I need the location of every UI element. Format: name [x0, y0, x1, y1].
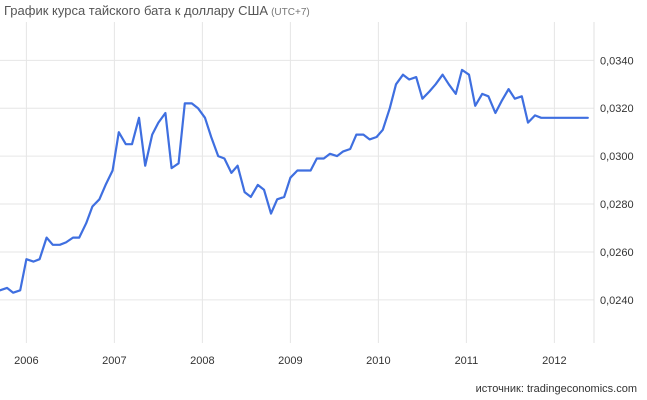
y-tick-label: 0,0300: [600, 151, 634, 163]
x-tick-label: 2010: [366, 355, 390, 367]
source-note: источник: tradingeconomics.com: [475, 383, 637, 395]
axis-ticks: 2006 2007 2008 2009 2010 2011 2012 0,0240 0,0260…: [14, 55, 633, 367]
x-tick-label: 2008: [190, 355, 214, 367]
y-tick-label: 0,0260: [600, 247, 634, 259]
y-tick-label: 0,0280: [600, 199, 634, 211]
series-layer: [0, 68, 589, 294]
series-line: [0, 68, 589, 294]
grid-lines: [0, 22, 595, 343]
chart-title-row: График курса тайского бата к доллару США…: [4, 2, 310, 20]
chart-title: График курса тайского бата к доллару США: [4, 3, 269, 18]
y-tick-label: 0,0320: [600, 103, 634, 115]
x-tick-label: 2011: [455, 355, 479, 367]
x-tick-label: 2007: [102, 355, 126, 367]
x-tick-label: 2006: [14, 355, 38, 367]
x-tick-label: 2012: [542, 355, 566, 367]
chart-subtitle: (UTC+7): [271, 7, 310, 18]
x-tick-label: 2009: [278, 355, 302, 367]
y-tick-label: 0,0240: [600, 295, 634, 307]
y-tick-label: 0,0340: [600, 55, 634, 67]
